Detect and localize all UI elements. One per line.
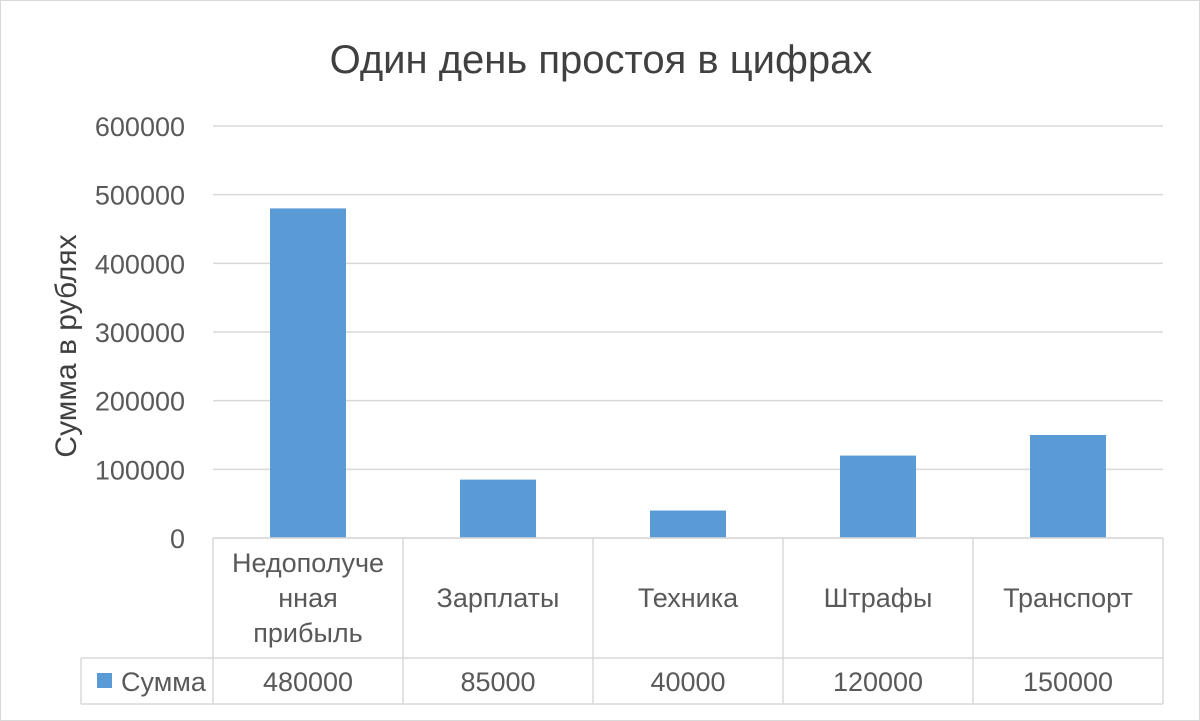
category-label: Штрафы [824,583,933,613]
chart-title: Один день простоя в цифрах [330,38,873,82]
data-value-label: 120000 [833,667,923,697]
legend-swatch [97,673,112,688]
data-table: Недополуче нная прибыль Зарплаты Техника Штра… [80,537,1164,705]
bars [270,208,1106,538]
y-tick-label: 400000 [95,249,185,279]
data-value-label: 40000 [650,667,725,697]
category-label: Техника [638,583,739,613]
y-tick-label: 200000 [95,387,185,417]
y-axis-tick-labels: 0 100000 200000 300000 400000 500000 600000 [95,112,185,554]
category-label: прибыль [253,618,362,648]
data-value-label: 150000 [1023,667,1113,697]
y-tick-label: 500000 [95,181,185,211]
y-tick-label: 100000 [95,455,185,485]
y-tick-label: 0 [170,524,185,554]
y-tick-label: 600000 [95,112,185,142]
bar [650,510,726,538]
bar [840,455,916,538]
gridlines [213,125,1163,539]
bar [1030,435,1106,538]
y-axis-title: Сумма в рублях [50,234,83,457]
legend-label: Сумма [121,667,207,697]
bar [270,208,346,538]
category-label: Зарплаты [437,583,560,613]
category-label: Транспорт [1003,583,1133,613]
data-value-label: 480000 [263,667,353,697]
bar [460,479,536,538]
y-tick-label: 300000 [95,318,185,348]
category-label: нная [278,583,337,613]
data-value-label: 85000 [460,667,535,697]
category-label: Недополуче [232,548,384,578]
